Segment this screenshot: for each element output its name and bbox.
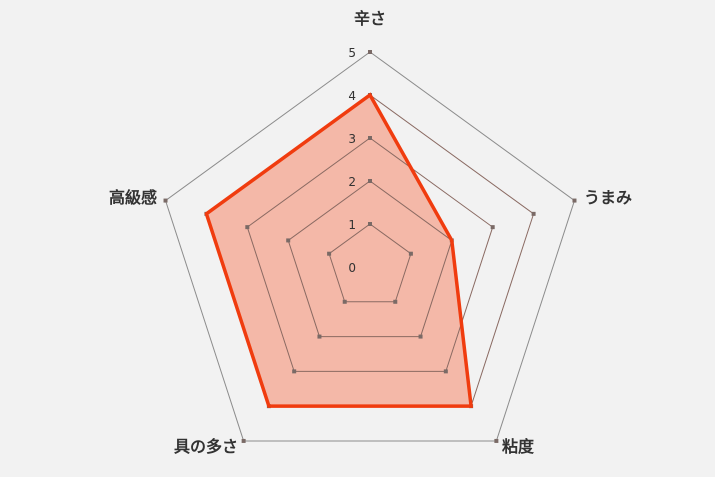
grid-marker xyxy=(368,50,372,54)
tick-label: 1 xyxy=(348,218,356,232)
grid-marker xyxy=(531,211,536,216)
tick-label: 0 xyxy=(348,261,356,275)
grid-ring-3 xyxy=(246,137,494,372)
grid-marker xyxy=(443,369,448,374)
series-area xyxy=(206,95,472,407)
grid-marker xyxy=(241,438,246,443)
grid-marker xyxy=(342,299,347,304)
grid-marker xyxy=(327,251,332,256)
grid-marker xyxy=(408,251,413,256)
grid-marker xyxy=(245,225,250,230)
category-label: 粘度 xyxy=(502,437,535,456)
tick-label: 3 xyxy=(348,132,356,146)
grid-marker xyxy=(317,334,322,339)
grid-marker xyxy=(490,225,495,230)
grid-marker xyxy=(572,198,577,203)
tick-label: 2 xyxy=(348,175,356,189)
series-line xyxy=(204,92,474,408)
grid-marker xyxy=(368,222,372,226)
tick-label: 5 xyxy=(348,46,356,60)
grid-marker xyxy=(286,238,291,243)
grid-marker xyxy=(418,334,423,339)
grid-marker xyxy=(494,438,499,443)
grid-ring-5 xyxy=(164,51,576,442)
tick-label: 4 xyxy=(348,89,356,103)
category-label: 具の多さ xyxy=(174,437,238,456)
category-label: 辛さ xyxy=(354,9,386,28)
grid-marker xyxy=(393,299,398,304)
category-label: 高級感 xyxy=(109,188,157,207)
grid-ring-1 xyxy=(328,223,412,303)
grid-marker xyxy=(292,369,297,374)
grid-marker xyxy=(163,198,168,203)
category-label: うまみ xyxy=(584,188,632,207)
grid-ring-2 xyxy=(287,180,453,338)
grid-marker xyxy=(368,179,372,183)
grid-marker xyxy=(368,136,372,140)
